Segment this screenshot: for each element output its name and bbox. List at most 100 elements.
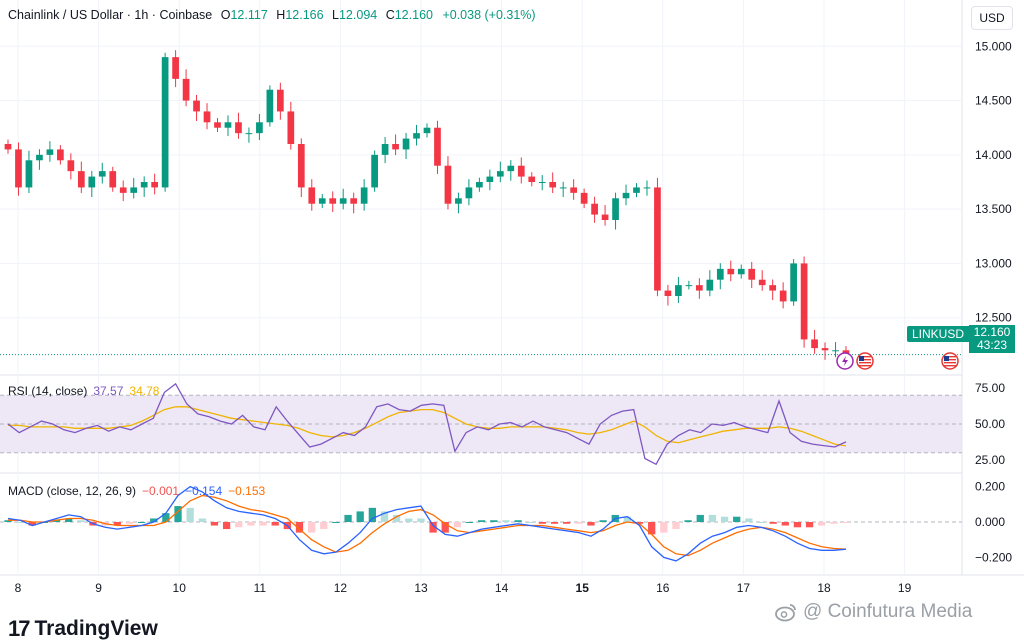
macd-histogram-bar (320, 522, 328, 530)
macd-value: −0.154 (185, 484, 223, 498)
low-value: 12.094 (338, 8, 378, 22)
macd-histogram-bar (648, 522, 656, 535)
candle (140, 182, 148, 188)
flag-stripe (859, 356, 871, 358)
rsi-legend[interactable]: RSI (14, close) 37.57 34.78 (8, 384, 159, 398)
flag-canton (944, 356, 949, 361)
candle (172, 57, 179, 79)
candle (381, 144, 389, 155)
macd-histogram-bar (125, 522, 134, 524)
macd-histogram-bar (186, 507, 194, 522)
signal-value: −0.153 (228, 484, 266, 498)
price-tag-countdown: 43:23 (977, 338, 1008, 352)
candle (245, 133, 253, 135)
macd-histogram-bar (162, 513, 170, 522)
macd-legend[interactable]: MACD (close, 12, 26, 9) −0.001 −0.154 −0.15… (8, 484, 265, 498)
macd-tick-label: 0.000 (975, 515, 1005, 529)
candle (643, 187, 651, 189)
candle (538, 182, 546, 183)
flag-stripe (944, 365, 956, 367)
candle (528, 176, 536, 182)
macd-histogram-bar (660, 522, 668, 533)
watermark: @ Coinfutura Media (775, 601, 972, 623)
candle (77, 171, 85, 188)
candle (360, 187, 368, 204)
x-tick-label: 11 (254, 581, 267, 595)
candle (98, 171, 106, 177)
candle (423, 127, 431, 134)
candle (182, 78, 190, 101)
x-tick-label: 18 (817, 581, 831, 595)
macd-histogram-bar (392, 514, 401, 522)
macd-histogram-bar (830, 522, 838, 524)
macd-histogram-bar (259, 522, 267, 526)
macd-histogram-bar (793, 522, 802, 528)
macd-tick-label: 0.200 (975, 480, 1005, 494)
candle (329, 198, 337, 204)
candle (130, 187, 138, 193)
candle (203, 111, 211, 123)
macd-histogram-bar (599, 520, 607, 522)
candle (622, 192, 630, 199)
candle (15, 149, 22, 188)
macd-line (7, 485, 847, 562)
candle (434, 127, 441, 166)
macd-histogram-bar (65, 518, 73, 522)
rsi-value: 37.57 (93, 384, 124, 398)
macd-histogram-bar (453, 522, 462, 528)
macd-histogram-bar (198, 518, 206, 522)
x-tick-label: 9 (95, 581, 102, 595)
x-tick-label: 8 (15, 581, 22, 595)
flag-stripe (944, 359, 956, 361)
macd-histogram-bar (757, 522, 765, 523)
macd-histogram-bar (490, 520, 498, 522)
change-value: +0.038 (+0.31%) (442, 8, 536, 22)
candle (800, 263, 808, 340)
candle (287, 111, 295, 144)
candle (235, 122, 242, 134)
price-candles (0, 50, 962, 370)
macd-histogram-bar (368, 507, 376, 522)
macd-histogram-bar (635, 522, 644, 524)
candle (748, 268, 756, 280)
macd-histogram-bar (380, 511, 389, 522)
macd-hist-value: −0.001 (142, 484, 180, 498)
x-tick-label: 17 (737, 581, 751, 595)
candle (297, 144, 305, 188)
macd-histogram-bar (538, 522, 547, 524)
candle (716, 268, 724, 280)
macd-histogram-bar (295, 522, 304, 533)
candle (276, 89, 284, 112)
macd-histogram-bar (805, 522, 814, 528)
candle (266, 89, 274, 123)
candle (402, 138, 410, 150)
axes: 8 9 10 11 12 13 14 15 16 17 18 19 15.000 14.500 14.000… (15, 39, 1013, 595)
x-tick-label: 10 (173, 581, 187, 595)
candle (654, 187, 661, 291)
open-value: 12.117 (230, 8, 268, 22)
tradingview-brand[interactable]: 17 TradingView (8, 616, 158, 642)
macd-histogram-bar (769, 522, 777, 524)
macd-histogram-bar (429, 522, 437, 533)
macd-histogram-bar (623, 516, 632, 522)
macd-histogram-bar (720, 516, 729, 522)
macd-histogram-bar (514, 520, 522, 522)
macd-histogram-bar (563, 522, 571, 524)
rsi-ma-value: 34.78 (129, 384, 160, 398)
y-tick-label: 14.500 (975, 94, 1012, 108)
macd-histogram-bar (332, 522, 340, 523)
rsi-pane (0, 382, 962, 466)
candle (496, 171, 504, 177)
macd-histogram-bar (77, 520, 85, 522)
macd-legend-title: MACD (close, 12, 26, 9) (8, 484, 137, 498)
macd-tick-label: −0.200 (975, 550, 1012, 564)
macd-histogram-bar (684, 520, 692, 522)
chart-header: Chainlink / US Dollar · 1h · Coinbase O1… (8, 8, 536, 22)
macd-histogram-bar (356, 511, 364, 522)
candle (476, 182, 483, 188)
candle (695, 285, 703, 291)
candle (811, 339, 818, 349)
currency-button[interactable]: USD (971, 6, 1013, 30)
candle (821, 348, 829, 351)
